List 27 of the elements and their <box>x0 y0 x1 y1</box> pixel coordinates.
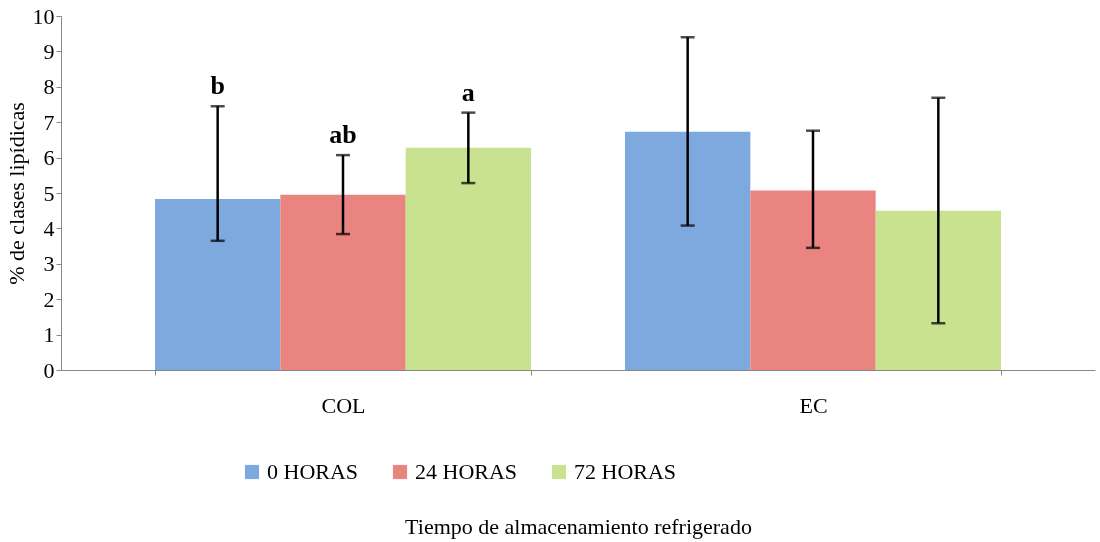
x-tick-label: EC <box>799 392 828 418</box>
y-tick-label: 1 <box>43 322 55 348</box>
bar <box>280 194 406 370</box>
legend-label: 72 HORAS <box>574 459 677 484</box>
bar <box>405 147 531 370</box>
x-tick-label: COL <box>321 392 366 418</box>
bar <box>875 210 1001 370</box>
annotation: ab <box>329 120 357 150</box>
y-tick-label: 2 <box>43 286 55 312</box>
y-axis-title: % de clases lipídicas <box>3 102 29 285</box>
y-tick-label: 5 <box>43 180 55 206</box>
y-tick-label: 10 <box>32 3 55 29</box>
y-tick-label: 3 <box>43 251 55 277</box>
legend-label: 0 HORAS <box>267 459 359 484</box>
y-tick-label: 7 <box>43 109 55 135</box>
y-tick-label: 8 <box>43 74 55 100</box>
bar <box>155 199 281 370</box>
bar <box>625 131 751 370</box>
y-tick-label: 4 <box>43 215 55 241</box>
x-axis-title: Tiempo de almacenamiento refrigerado <box>405 513 752 539</box>
y-tick-label: 6 <box>43 145 55 171</box>
annotation: b <box>210 71 225 101</box>
bar <box>750 190 876 370</box>
legend-label: 24 HORAS <box>415 459 518 484</box>
y-tick-label: 0 <box>43 357 55 383</box>
y-tick-label: 9 <box>43 38 55 64</box>
annotation: a <box>461 77 475 107</box>
